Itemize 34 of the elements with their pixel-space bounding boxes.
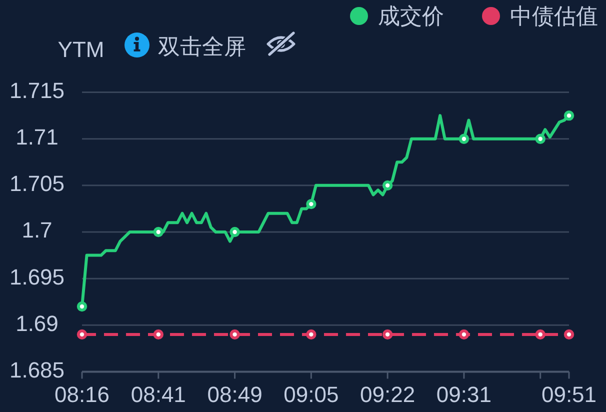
point — [230, 226, 240, 238]
x-tick-label: 09:51 — [541, 382, 597, 407]
x-tick-label: 09:31 — [436, 382, 492, 407]
x-tick-label: 08:49 — [207, 382, 262, 407]
point — [535, 134, 546, 144]
point — [76, 329, 88, 340]
point — [458, 134, 470, 144]
legend-label: 中债估值 — [510, 4, 598, 29]
y-tick-label: 1.685 — [9, 357, 65, 382]
point — [153, 226, 164, 238]
legend-label: 成交价 — [378, 4, 444, 29]
point — [382, 180, 393, 191]
point — [76, 301, 88, 312]
y-tick-label: 1.7 — [22, 218, 52, 243]
y-tick-label: 1.71 — [16, 124, 58, 150]
point — [153, 329, 164, 340]
point — [306, 198, 316, 210]
point — [564, 329, 574, 340]
x-tick-label: 09:05 — [284, 382, 339, 407]
point — [535, 329, 546, 340]
point — [382, 329, 393, 340]
text: 双击全屏 — [158, 34, 246, 59]
y-tick-label: 1.695 — [9, 264, 65, 290]
x-tick-label: 08:16 — [54, 382, 110, 407]
point — [306, 329, 316, 340]
y-axis-title: YTM — [58, 37, 104, 62]
y-tick-label: 1.715 — [9, 78, 65, 103]
x-tick-label: 09:22 — [360, 382, 416, 407]
point — [564, 110, 574, 121]
point — [230, 329, 240, 340]
y-tick-label: 1.69 — [16, 310, 58, 336]
point — [458, 329, 470, 340]
x-tick-label: 08:41 — [130, 382, 186, 407]
y-tick-label: 1.705 — [9, 171, 65, 196]
